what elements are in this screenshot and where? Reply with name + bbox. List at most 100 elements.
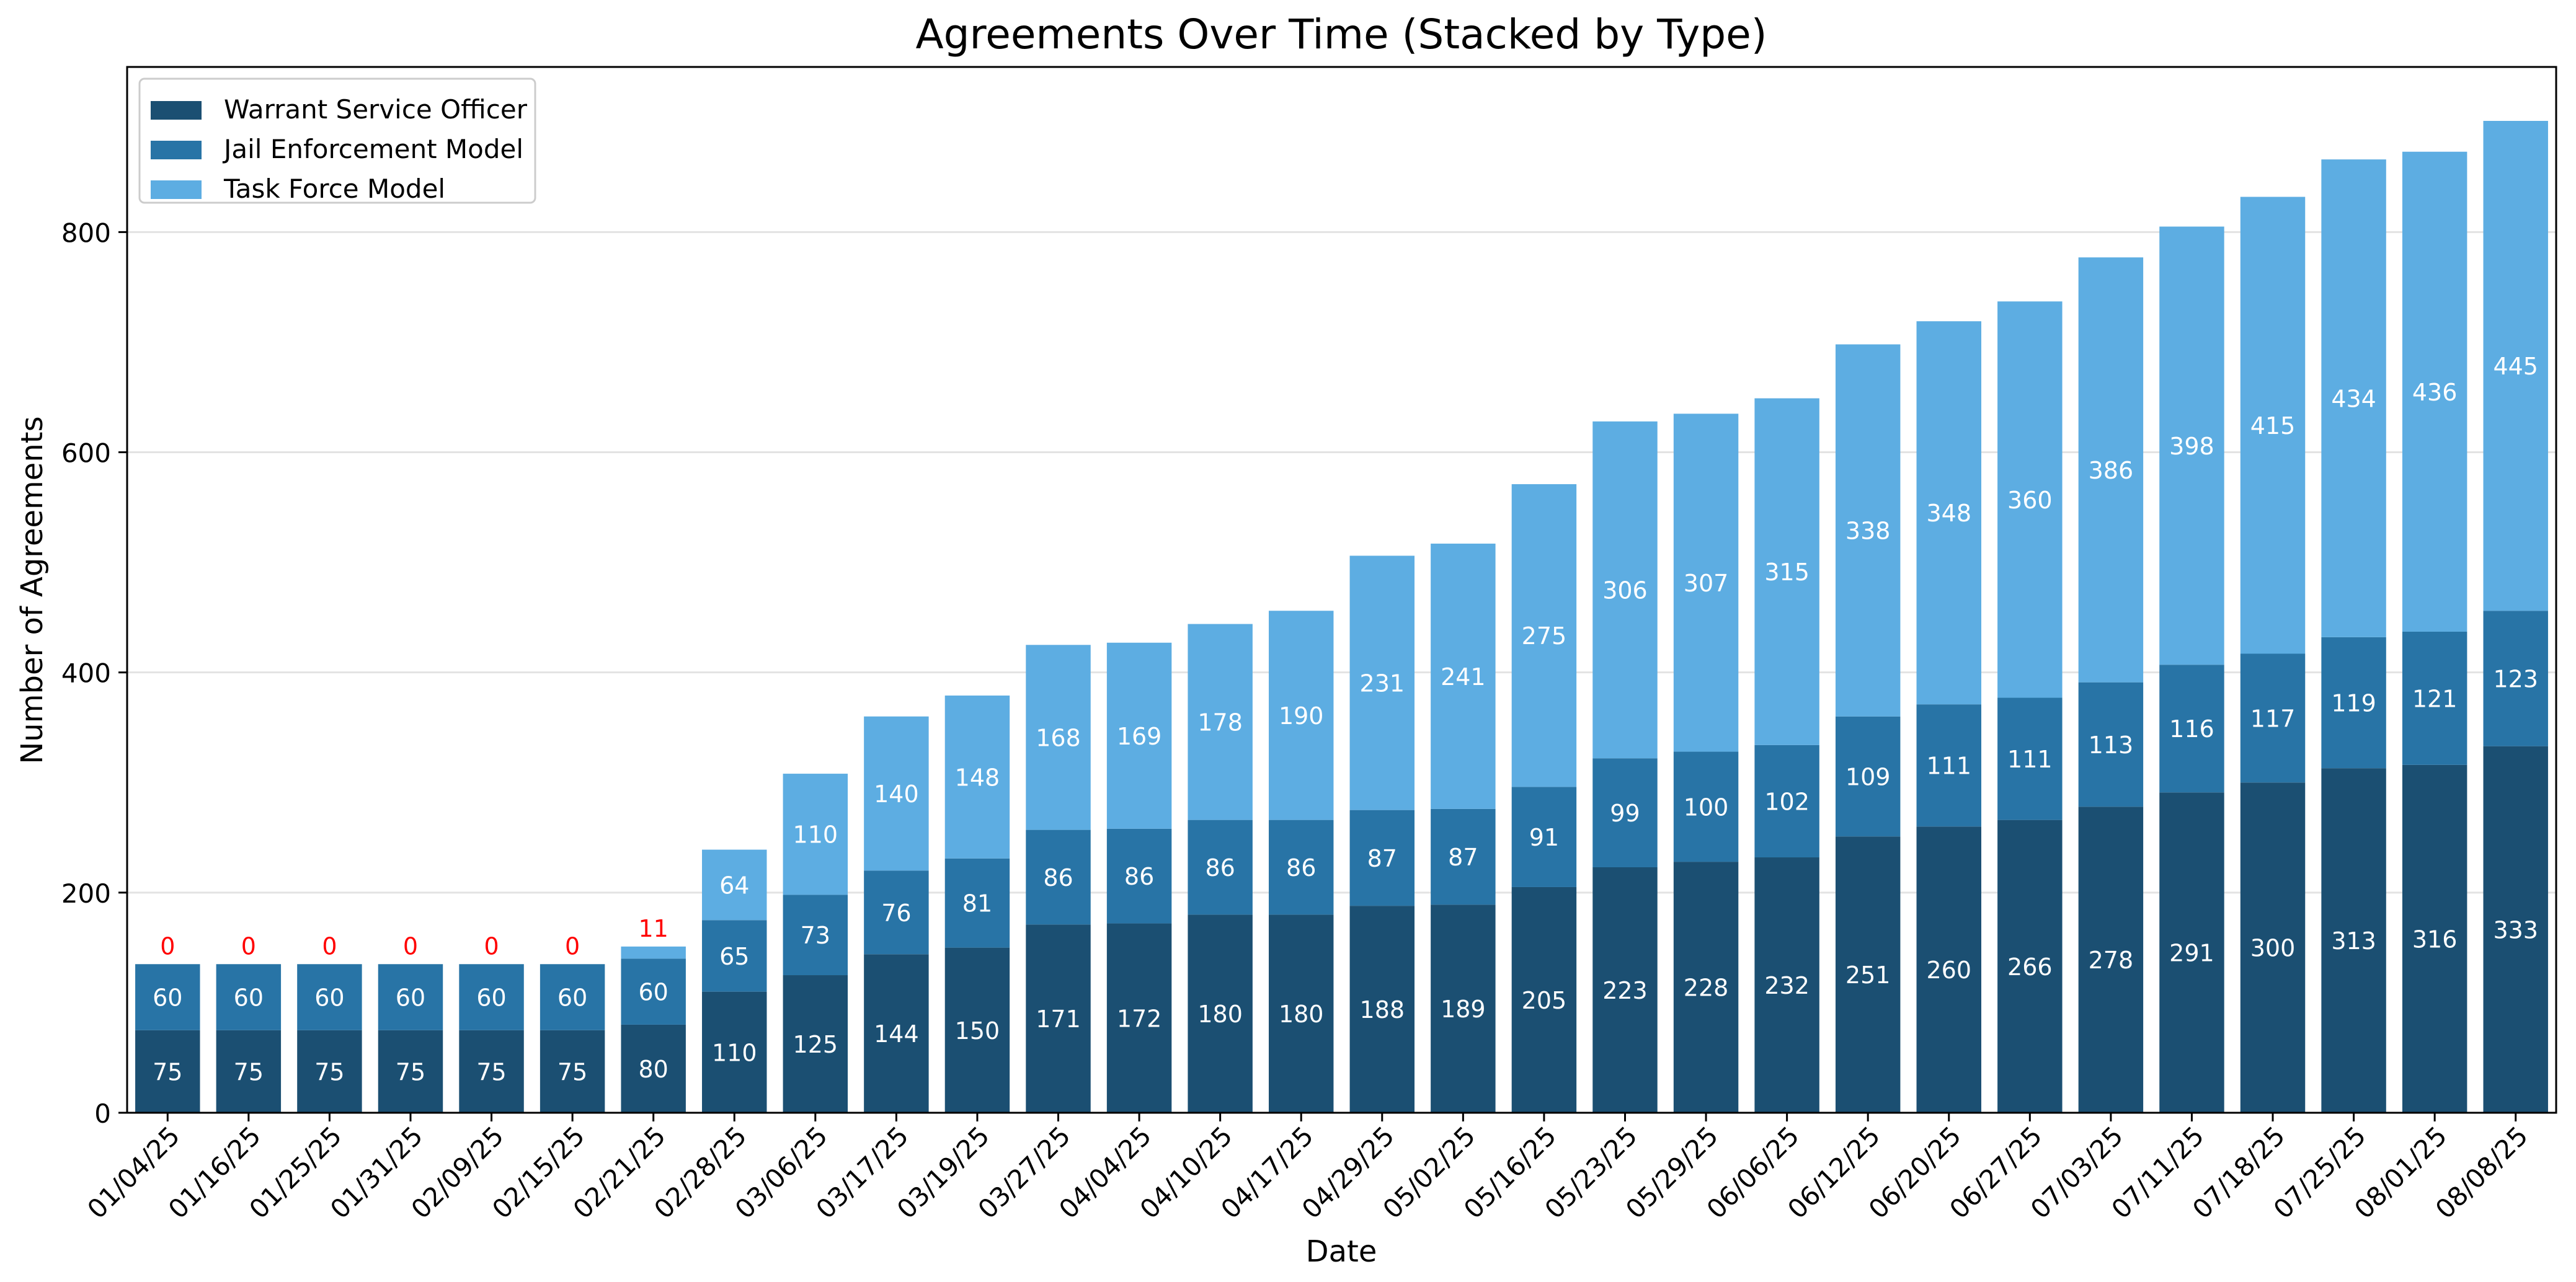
data-label: 75 xyxy=(557,1058,587,1085)
data-label: 60 xyxy=(153,984,182,1012)
bar-segment xyxy=(216,964,282,1030)
bar-segment xyxy=(216,1030,282,1113)
bar-segment xyxy=(783,895,848,976)
data-label: 306 xyxy=(1602,577,1648,604)
bar-segment xyxy=(1268,914,1334,1113)
legend-swatch xyxy=(151,180,202,199)
bar-segment xyxy=(1268,611,1334,820)
data-label: 188 xyxy=(1360,996,1405,1023)
bar-segment xyxy=(1754,745,1819,858)
bar-segment xyxy=(783,975,848,1113)
data-label: 75 xyxy=(234,1058,264,1085)
bar-segment xyxy=(1673,862,1739,1113)
data-label: 315 xyxy=(1764,559,1810,586)
bar-segment xyxy=(2078,257,2144,683)
data-label: 172 xyxy=(1117,1005,1162,1032)
data-label: 436 xyxy=(2412,379,2458,406)
bar-segment xyxy=(944,695,1010,859)
legend-entry: Jail Enforcement Model xyxy=(222,134,523,164)
data-label: 0 xyxy=(565,932,580,960)
bar-segment xyxy=(864,954,929,1113)
data-label: 434 xyxy=(2331,386,2376,413)
data-label: 445 xyxy=(2493,353,2538,380)
data-label: 171 xyxy=(1036,1006,1081,1033)
data-label: 86 xyxy=(1043,864,1073,891)
data-label: 75 xyxy=(153,1058,182,1085)
x-axis: 01/04/2501/16/2501/25/2501/31/2502/09/25… xyxy=(81,1113,2534,1224)
bar-segment xyxy=(1592,758,1658,867)
data-label: 168 xyxy=(1036,724,1081,751)
bar-segment xyxy=(1431,808,1496,905)
data-label: 140 xyxy=(874,780,919,808)
bar-segment xyxy=(459,1030,524,1113)
legend: Warrant Service Officer Jail Enforcement … xyxy=(138,77,536,204)
data-label: 81 xyxy=(962,890,992,917)
data-label: 110 xyxy=(712,1039,757,1066)
bar-segment xyxy=(2078,807,2144,1113)
data-label: 87 xyxy=(1448,844,1478,871)
bar-segment xyxy=(2159,792,2224,1113)
bar-segment xyxy=(944,947,1010,1113)
bar-segment xyxy=(378,1030,443,1113)
bar-segment xyxy=(1835,836,1901,1113)
data-label: 178 xyxy=(1197,709,1243,736)
bar-segment xyxy=(1997,301,2063,698)
data-label: 99 xyxy=(1610,800,1640,827)
bar-segment xyxy=(864,870,929,955)
data-label: 111 xyxy=(2007,746,2053,773)
bar-segment xyxy=(2483,121,2548,611)
bar-segment xyxy=(2402,631,2467,765)
data-label: 260 xyxy=(1926,957,1971,984)
bar-segment xyxy=(1268,820,1334,915)
bar-segment xyxy=(2159,665,2224,793)
data-label: 0 xyxy=(484,932,499,960)
data-label: 87 xyxy=(1367,845,1397,872)
bar-segment xyxy=(2483,611,2548,746)
data-label: 11 xyxy=(639,915,668,942)
data-label: 0 xyxy=(241,932,256,960)
data-label: 109 xyxy=(1845,763,1891,790)
data-label: 121 xyxy=(2412,685,2458,712)
bar-segment xyxy=(1106,642,1172,829)
bar-segment xyxy=(1511,886,1577,1113)
data-label: 251 xyxy=(1845,962,1891,989)
data-label: 60 xyxy=(639,979,668,1006)
data-label: 111 xyxy=(1926,753,1971,780)
data-label: 116 xyxy=(2169,715,2214,743)
bar-segment xyxy=(1916,704,1981,827)
bar-segment xyxy=(1349,906,1415,1113)
bar-segment xyxy=(2321,159,2386,637)
bar-segment xyxy=(2240,782,2306,1113)
bar-segment xyxy=(702,849,767,921)
data-label: 91 xyxy=(1529,824,1559,851)
legend-entry: Task Force Model xyxy=(223,174,445,204)
bars xyxy=(135,121,2548,1113)
bar-segment xyxy=(2078,682,2144,807)
data-label: 190 xyxy=(1279,702,1324,730)
bar-segment xyxy=(135,964,200,1030)
data-label: 266 xyxy=(2007,953,2053,981)
bar-segment xyxy=(702,991,767,1113)
data-label: 0 xyxy=(160,932,175,960)
data-label: 291 xyxy=(2169,940,2214,967)
bar-segment xyxy=(2321,768,2386,1113)
y-axis-label: Number of Agreements xyxy=(15,416,50,764)
data-label: 275 xyxy=(1522,622,1567,650)
data-label: 144 xyxy=(874,1020,919,1048)
y-tick-label: 400 xyxy=(61,658,111,689)
bar-segment xyxy=(1511,787,1577,887)
bar-segment xyxy=(621,946,686,959)
data-label: 60 xyxy=(396,984,425,1012)
data-label: 65 xyxy=(719,943,749,970)
bar-segment xyxy=(2483,746,2548,1113)
data-label: 113 xyxy=(2089,732,2134,759)
data-label: 241 xyxy=(1441,663,1486,691)
data-label: 60 xyxy=(557,984,587,1012)
data-label: 73 xyxy=(801,922,830,949)
legend-box xyxy=(138,77,536,204)
bar-segment xyxy=(1026,645,1091,830)
bar-segment xyxy=(1673,751,1739,862)
data-label: 80 xyxy=(639,1056,668,1083)
bar-segment xyxy=(2240,197,2306,654)
